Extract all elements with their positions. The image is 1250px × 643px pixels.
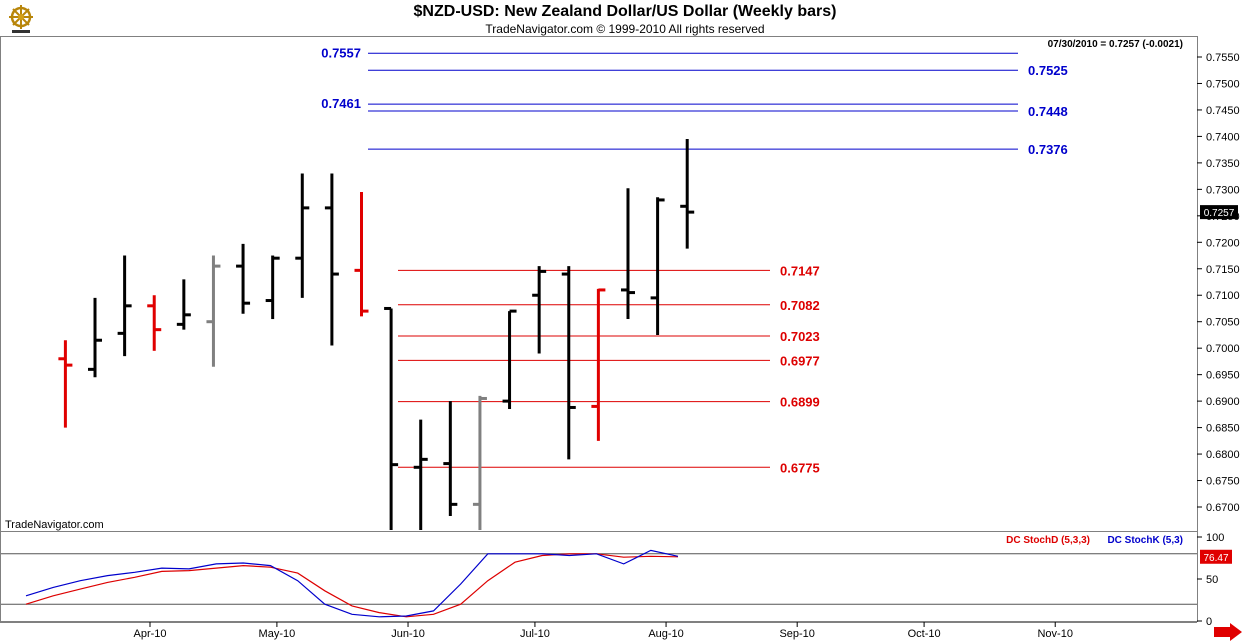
last-price-box <box>1200 205 1238 220</box>
stoch-k-line <box>25 549 679 618</box>
x-tick-label: Nov-10 <box>1037 628 1072 640</box>
x-tick-label: May-10 <box>259 628 296 640</box>
ohlc-bar <box>265 255 280 320</box>
ohlc-bar <box>443 401 458 516</box>
stoch-y-tick-label: 50 <box>1206 574 1218 586</box>
ohlc-bar <box>591 288 606 441</box>
ohlc-bar <box>620 188 635 320</box>
stoch-d-legend: DC StochD (5,3,3) <box>1006 535 1090 546</box>
red-level-label: 0.6899 <box>780 395 820 410</box>
ohlc-bar <box>324 173 339 346</box>
blue-level-label: 0.7448 <box>1028 104 1068 119</box>
y-tick-label: 0.7200 <box>1206 237 1240 249</box>
ohlc-bar <box>532 266 547 354</box>
x-tick-label: Oct-10 <box>908 628 941 640</box>
y-tick-label: 0.7550 <box>1206 52 1240 64</box>
trade-navigator-ship-wheel-icon <box>9 5 33 33</box>
blue-level-label: 0.7376 <box>1028 142 1068 157</box>
y-tick-label: 0.6850 <box>1206 423 1240 435</box>
y-tick-label: 0.7400 <box>1206 131 1240 143</box>
blue-level-label: 0.7525 <box>1028 63 1068 78</box>
x-axis-ticks: Apr-10 May-10 Jun-10 Jul-10 Aug-10 Sep-10 Oct-… <box>133 622 1073 640</box>
ohlc-bar <box>561 266 576 460</box>
blue-level-label: 0.7461 <box>321 96 361 111</box>
chart-subtitle: TradeNavigator.com © 1999-2010 All right… <box>485 22 765 36</box>
ohlc-bar <box>472 395 487 530</box>
ohlc-bar <box>58 340 73 428</box>
red-level-label: 0.7023 <box>780 329 820 344</box>
chart-title: $NZD-USD: New Zealand Dollar/US Dollar (… <box>413 3 837 20</box>
status-readout: 07/30/2010 = 0.7257 (-0.0021) <box>1048 39 1183 50</box>
x-tick-label: Sep-10 <box>779 628 814 640</box>
ohlc-bar <box>680 139 695 249</box>
red-level-label: 0.7082 <box>780 298 820 313</box>
ohlc-bar <box>384 306 399 530</box>
ohlc-bar <box>413 419 428 530</box>
y-tick-label: 0.7350 <box>1206 158 1240 170</box>
y-tick-label: 0.7450 <box>1206 105 1240 117</box>
x-tick-label: Jul-10 <box>520 628 550 640</box>
stoch-value-label: 76.47 <box>1203 553 1228 564</box>
watermark: TradeNavigator.com <box>5 519 104 531</box>
stoch-y-tick-label: 100 <box>1206 532 1224 544</box>
chart-header: $NZD-USD: New Zealand Dollar/US Dollar (… <box>0 0 1250 36</box>
stoch-panel-frame <box>0 531 1198 622</box>
stochastic-panel: 76.47 <box>1 549 1232 618</box>
y-tick-label: 0.7300 <box>1206 184 1240 196</box>
ohlc-bar <box>236 243 251 314</box>
ohlc-bar <box>117 255 132 357</box>
ohlc-bar <box>147 295 162 351</box>
ohlc-bar <box>502 309 517 410</box>
y-tick-label: 0.6900 <box>1206 396 1240 408</box>
ohlc-bar <box>650 197 665 335</box>
x-tick-label: Apr-10 <box>133 628 166 640</box>
y-tick-label: 0.7150 <box>1206 264 1240 276</box>
y-axis-ticks: 0.7550 0.7500 0.7450 0.7400 0.7350 0.7300 0.72… <box>1197 52 1240 628</box>
ohlc-bar <box>354 192 369 317</box>
scroll-right-arrow-icon[interactable] <box>1214 623 1242 641</box>
ohlc-bar <box>176 279 191 330</box>
ohlc-bar <box>206 255 221 367</box>
y-tick-label: 0.6750 <box>1206 476 1240 488</box>
stoch-d-line <box>25 553 679 618</box>
y-tick-label: 0.6700 <box>1206 502 1240 514</box>
y-tick-label: 0.7000 <box>1206 343 1240 355</box>
y-tick-label: 0.7050 <box>1206 317 1240 329</box>
price-levels: 0.7557 0.7525 0.7461 0.7448 0.7376 0.7147 0.70… <box>321 45 1068 475</box>
x-tick-label: Aug-10 <box>648 628 683 640</box>
stoch-value-box <box>1200 549 1232 564</box>
ohlc-bars: 0.7257 <box>58 139 1238 530</box>
ohlc-bar <box>88 297 103 378</box>
y-tick-label: 0.6800 <box>1206 449 1240 461</box>
blue-level-label: 0.7557 <box>321 45 361 60</box>
y-tick-label: 0.7100 <box>1206 290 1240 302</box>
red-level-label: 0.6977 <box>780 353 820 368</box>
last-price-label: 0.7257 <box>1204 208 1235 219</box>
x-tick-label: Jun-10 <box>391 628 425 640</box>
stoch-k-legend: DC StochK (5,3) <box>1107 535 1183 546</box>
red-level-label: 0.6775 <box>780 460 820 475</box>
ohlc-bar <box>295 173 310 298</box>
y-tick-label: 0.7500 <box>1206 78 1240 90</box>
stoch-y-tick-label: 0 <box>1206 616 1212 628</box>
y-tick-label: 0.6950 <box>1206 370 1240 382</box>
red-level-label: 0.7147 <box>780 263 820 278</box>
